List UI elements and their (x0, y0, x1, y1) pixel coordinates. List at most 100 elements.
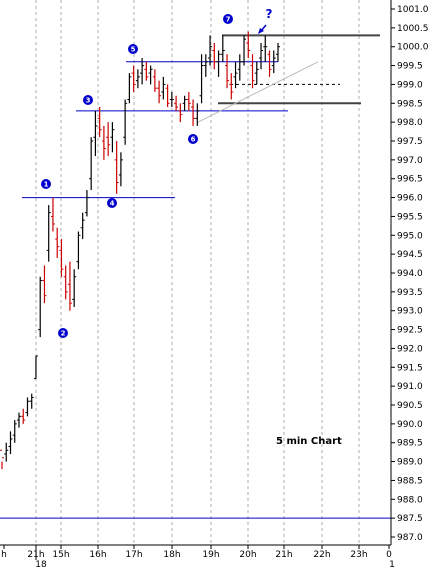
x-tick-label: h (1, 550, 7, 560)
ohlc-bar (203, 54, 208, 77)
y-tick-label: 996.5 (397, 175, 423, 185)
y-tick-label: 989.5 (397, 439, 423, 449)
ohlc-bar (144, 61, 149, 81)
ohlc-bar (263, 35, 268, 62)
x-tick-label: 20h (239, 550, 256, 560)
y-tick-label: 991.0 (397, 382, 423, 392)
y-tick-label: 990.5 (397, 401, 423, 411)
wave-label-badge (188, 134, 198, 144)
ohlc-bar (89, 137, 94, 191)
y-tick-label: 992.0 (397, 344, 423, 354)
ohlc-bar (242, 35, 247, 66)
wave-label-text: 1 (44, 181, 49, 189)
level-lines (0, 34, 391, 519)
ohlc-bar (55, 227, 60, 258)
ohlc-bar (101, 125, 106, 160)
y-tick-label: 1000.5 (397, 24, 429, 34)
x-axis-ticks: h 21h 15h 16h 17h 18h 19h 20h 21h 22h 23h 018 1 (1, 545, 395, 569)
x-tick-label: 16h (89, 550, 106, 560)
x-tick-label: 22h (313, 550, 330, 560)
x-tick-label: 18h (163, 550, 180, 560)
ohlc-bar (186, 91, 191, 111)
ohlc-bars (0, 31, 280, 470)
ohlc-bar (110, 122, 115, 153)
y-axis-ticks: 1001.0 1000.5 1000.0 999.5 999.0 998.5 998.0 99… (391, 5, 429, 543)
ohlc-bar (225, 54, 230, 89)
y-tick-label: 992.5 (397, 326, 423, 336)
y-tick-label: 998.5 (397, 99, 423, 109)
ohlc-bar (131, 65, 136, 92)
ohlc-bar (84, 190, 89, 217)
ohlc-bar (216, 50, 221, 77)
y-tick-label: 991.5 (397, 363, 423, 373)
y-tick-label: 999.5 (397, 62, 423, 72)
ohlc-bar (161, 76, 166, 100)
wave-label-text: 4 (110, 200, 115, 208)
wave-label-badge (128, 44, 138, 54)
y-tick-label: 998.0 (397, 118, 423, 128)
ohlc-bar (63, 265, 68, 300)
ohlc-bar (8, 431, 13, 455)
y-tick-label: 996.0 (397, 194, 423, 204)
y-tick-label: 994.5 (397, 250, 423, 260)
ohlc-bar (59, 239, 64, 277)
ohlc-bar (16, 412, 21, 428)
ohlc-bar (25, 397, 30, 417)
ohlc-bar (233, 61, 238, 89)
wave-label-badge (58, 328, 68, 338)
ohlc-bar (220, 35, 225, 62)
ohlc-bar (42, 265, 47, 304)
ohlc-bar (212, 42, 217, 70)
ohlc-bar (46, 205, 51, 262)
ohlc-bar (140, 58, 145, 85)
ohlc-bar (50, 197, 55, 232)
y-tick-label: 995.5 (397, 212, 423, 222)
ohlc-bar (29, 393, 34, 409)
ohlc-bar (267, 50, 272, 77)
x-sublabel: 1 (389, 560, 395, 569)
ohlc-bar (174, 95, 179, 111)
y-tick-label: 1001.0 (397, 5, 429, 15)
wave-label-text: 6 (191, 136, 196, 144)
y-tick-label: 990.0 (397, 420, 423, 430)
wave-label-badge (83, 95, 93, 105)
ohlc-bar (12, 420, 17, 443)
y-tick-label: 997.5 (397, 137, 423, 147)
y-tick-label: 988.0 (397, 495, 423, 505)
question-mark: ? (266, 7, 273, 21)
ohlc-bar (246, 31, 251, 59)
ohlc-bar (169, 91, 174, 108)
ohlc-bar (148, 65, 153, 85)
ohlc-bar (199, 54, 204, 104)
ohlc-bar (178, 103, 183, 123)
ohlc-bar (271, 50, 276, 74)
plot-area (0, 0, 391, 545)
ohlc-bar (118, 152, 123, 187)
ohlc-bar (38, 276, 43, 338)
x-sublabel: 18 (35, 560, 47, 569)
ohlc-bar (259, 42, 264, 70)
wave-label-text: 5 (131, 46, 136, 54)
ohlc-bar (97, 107, 102, 138)
ohlc-bar (33, 355, 38, 380)
ohlc-bar (229, 73, 234, 100)
ohlc-bar (21, 408, 26, 424)
ohlc-bar (195, 103, 200, 126)
wave-annotations: 1 2 3 4 5 6 7? (41, 7, 273, 338)
ohlc-bar (4, 442, 9, 462)
ohlc-bar (127, 73, 132, 104)
wave-label-text: 3 (86, 97, 91, 105)
x-tick-label: 21h (275, 550, 292, 560)
y-tick-label: 999.0 (397, 80, 423, 90)
wave-label-text: 7 (226, 16, 231, 24)
y-tick-label: 993.0 (397, 307, 423, 317)
chart-subtitle: 5 min Chart (276, 436, 342, 447)
x-tick-label: 15h (52, 550, 69, 560)
ohlc-bar (106, 122, 111, 157)
ohlc-bar (208, 35, 213, 66)
y-tick-label: 997.0 (397, 156, 423, 166)
x-tick-label: 17h (125, 550, 142, 560)
wave-label-badge (107, 198, 117, 208)
ohlc-bar (123, 99, 128, 145)
